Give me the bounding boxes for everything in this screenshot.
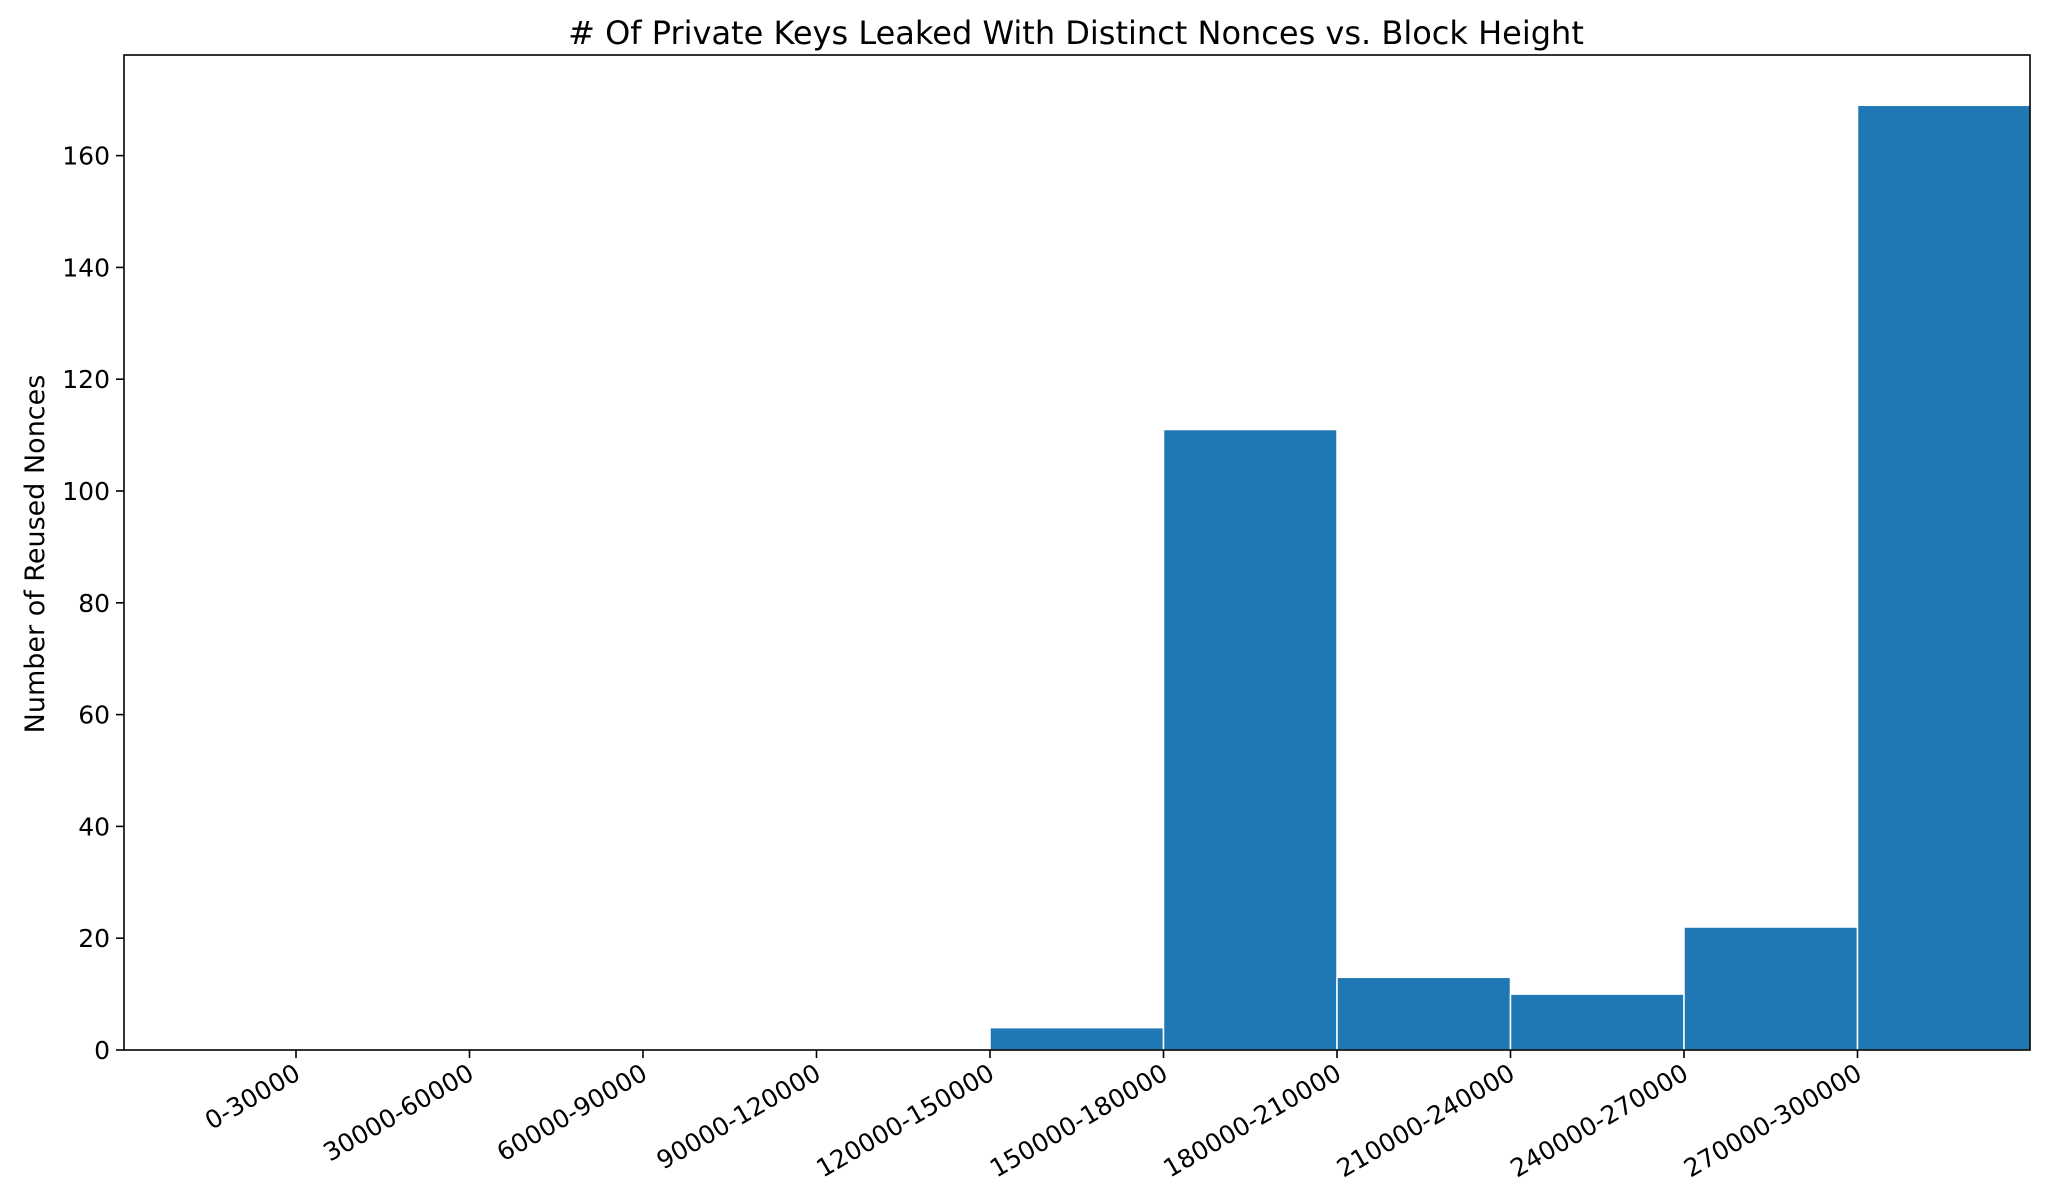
y-tick-label: 60: [78, 701, 110, 730]
x-ticks-group: 0-30000 30000-60000 60000-90000 90000-12000…: [200, 1050, 1867, 1183]
bar-150000-180000: [1162, 428, 1338, 1051]
chart-title: # Of Private Keys Leaked With Distinct N…: [568, 14, 1584, 52]
y-tick-label: 80: [78, 589, 110, 618]
x-tick-label: 270000-300000: [1679, 1058, 1867, 1183]
x-tick-label: 30000-60000: [318, 1058, 478, 1167]
bar-120000-150000: [989, 1026, 1165, 1051]
y-ticks-group: 0 20 40 60 80 100 120 140 160: [62, 142, 124, 1065]
x-tick-label: 60000-90000: [492, 1058, 652, 1167]
y-tick-label: 40: [78, 812, 110, 841]
bars-group: [989, 104, 2032, 1051]
bar-270000-300000: [1856, 104, 2032, 1051]
bar-210000-240000: [1509, 993, 1685, 1051]
y-axis-label: Number of Reused Nonces: [20, 375, 51, 734]
x-tick-label: 240000-270000: [1505, 1058, 1693, 1183]
y-tick-label: 0: [94, 1036, 110, 1065]
plot-frame: [123, 54, 2031, 1051]
x-tick-label: 0-30000: [200, 1058, 305, 1135]
bar-240000-270000: [1683, 926, 1859, 1051]
x-tick-label: 150000-180000: [985, 1058, 1173, 1183]
bar-180000-210000: [1336, 976, 1512, 1051]
y-tick-label: 120: [62, 365, 110, 394]
y-tick-label: 100: [62, 477, 110, 506]
x-tick-label: 120000-150000: [811, 1058, 999, 1183]
x-tick-label: 210000-240000: [1332, 1058, 1520, 1183]
y-tick-label: 20: [78, 924, 110, 953]
x-tick-label: 90000-120000: [652, 1058, 826, 1175]
x-tick-label: 180000-210000: [1158, 1058, 1346, 1183]
y-tick-label: 160: [62, 142, 110, 171]
y-tick-label: 140: [62, 253, 110, 282]
